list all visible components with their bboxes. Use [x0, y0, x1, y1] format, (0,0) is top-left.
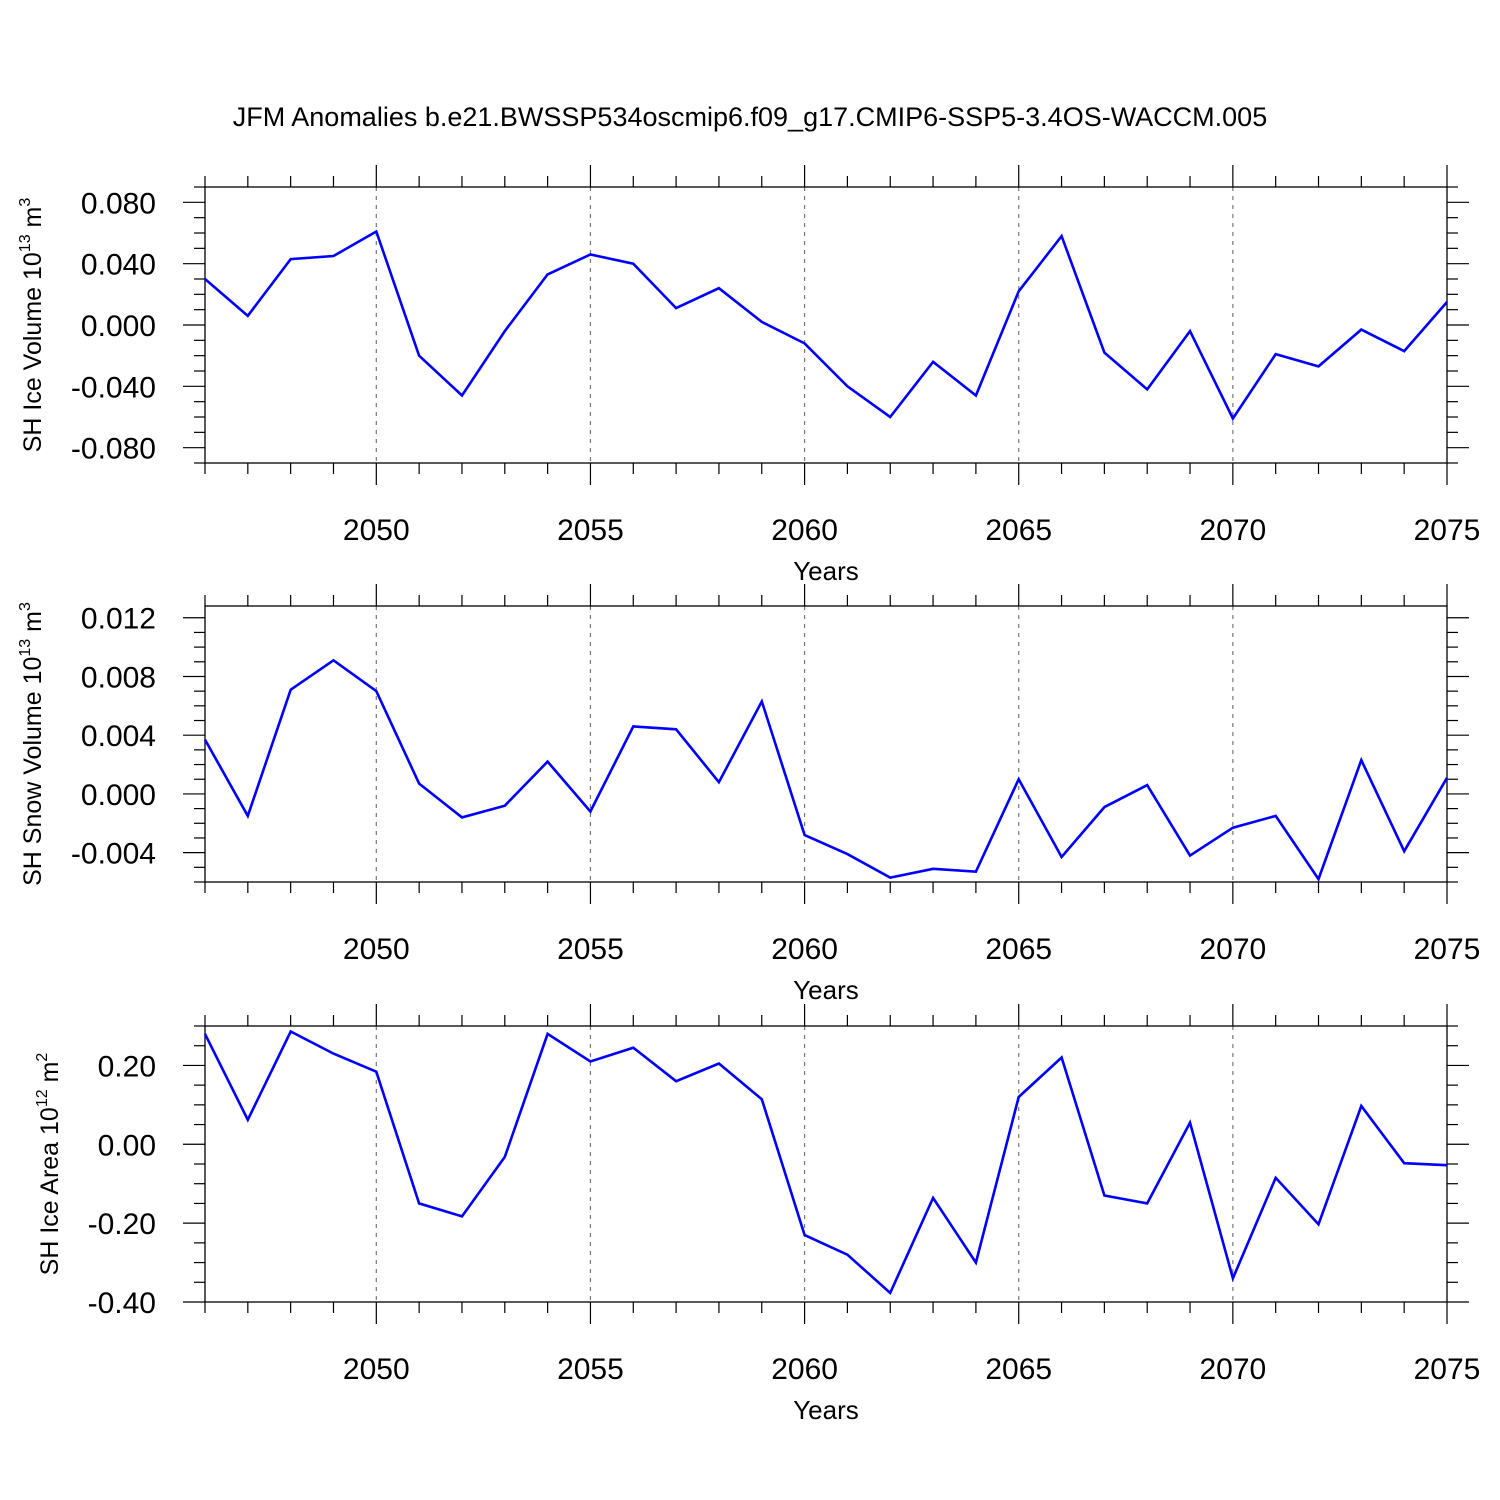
ice-volume-panel: 0.080 0.040 0.000 -0.040 -0.080 2050 2055 2060 2…: [17, 165, 1480, 586]
x-tick-label: 2050: [343, 1353, 410, 1386]
x-tick-label: 2065: [985, 514, 1052, 547]
plot-frame: [204, 186, 1448, 464]
x-tick-label: 2065: [985, 933, 1052, 966]
y-tick-label: 0.080: [81, 187, 156, 220]
x-tick-label: 2050: [343, 933, 410, 966]
x-tick-label: 2055: [557, 933, 624, 966]
y-tick-label: 0.040: [81, 249, 156, 282]
x-tick-label: 2070: [1199, 933, 1266, 966]
x-tick-label: 2060: [771, 933, 838, 966]
y-tick-label: -0.20: [88, 1208, 156, 1241]
ice-volume-series-line: [204, 229, 1448, 422]
y-axis-label: SH Ice Area 1012 m2: [34, 1053, 64, 1276]
y-tick-label: -0.40: [88, 1287, 156, 1320]
plot-frame: [204, 605, 1448, 883]
x-axis-label: Years: [793, 975, 859, 1005]
x-axis-label: Years: [793, 556, 859, 586]
ice-area-series-line: [203, 1029, 1448, 1296]
x-tick-label: 2075: [1414, 933, 1481, 966]
plot-frame: [204, 1025, 1448, 1303]
x-tick-label: 2070: [1199, 1353, 1266, 1386]
y-tick-label: 0.000: [81, 779, 156, 812]
snow-volume-series-line: [203, 658, 1449, 882]
x-tick-label: 2055: [557, 514, 624, 547]
y-axis-label: SH Ice Volume 1013 m3: [17, 198, 47, 453]
x-tick-label: 2060: [771, 514, 838, 547]
x-tick-label: 2050: [343, 514, 410, 547]
y-tick-label: 0.004: [81, 720, 156, 753]
figure-title: JFM Anomalies b.e21.BWSSP534oscmip6.f09_…: [233, 102, 1267, 132]
x-tick-label: 2065: [985, 1353, 1052, 1386]
snow-volume-panel: 0.012 0.008 0.004 0.000 -0.004 2050 2055 2060 20…: [17, 584, 1480, 1005]
x-tick-label: 2060: [771, 1353, 838, 1386]
y-tick-label: 0.000: [81, 310, 156, 343]
x-axis-label: Years: [793, 1395, 859, 1425]
y-tick-label: 0.20: [98, 1050, 156, 1083]
y-axis-label: SH Snow Volume 1013 m3: [17, 602, 47, 886]
y-tick-label: -0.004: [71, 838, 156, 871]
y-tick-label: 0.012: [81, 603, 156, 636]
x-tick-label: 2055: [557, 1353, 624, 1386]
x-tick-label: 2075: [1414, 1353, 1481, 1386]
y-tick-label: -0.080: [71, 433, 156, 466]
x-tick-label: 2075: [1414, 514, 1481, 547]
ice-area-panel: 0.20 0.00 -0.20 -0.40 2050 2055 2060 2065 2070 20…: [34, 1004, 1480, 1425]
y-tick-label: 0.008: [81, 661, 156, 694]
y-tick-label: -0.040: [71, 371, 156, 404]
y-tick-label: 0.00: [98, 1129, 156, 1162]
x-tick-label: 2070: [1199, 514, 1266, 547]
